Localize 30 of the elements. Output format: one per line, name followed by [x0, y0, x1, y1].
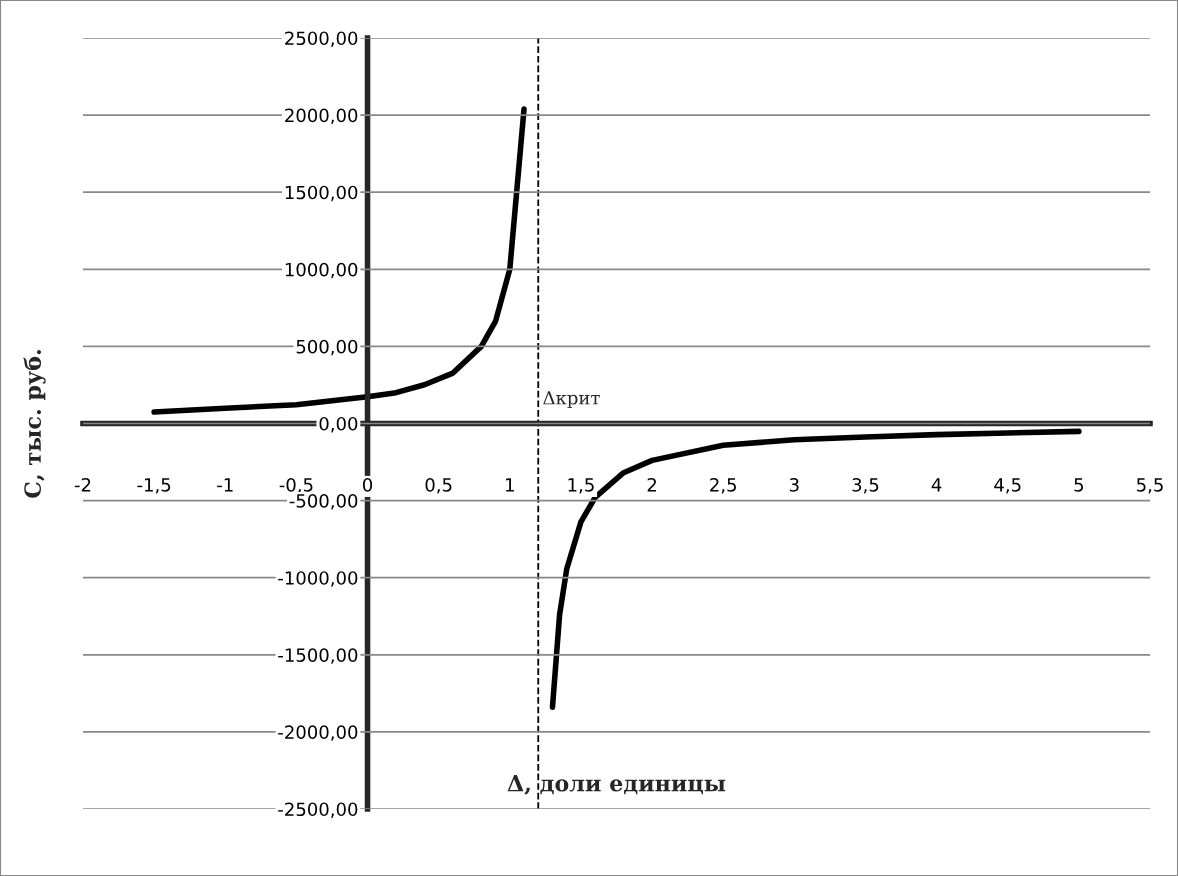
x-tick-label: 4,5 — [994, 478, 1021, 494]
x-tick-label: -0,5 — [279, 477, 313, 494]
x-tick-label: 3,5 — [852, 477, 879, 494]
y-tick-label: 1000,00 — [285, 262, 358, 279]
y-tick-label: 0,00 — [319, 416, 358, 433]
x-tick-label: 0 — [362, 477, 373, 492]
x-tick-label: -1 — [217, 478, 233, 492]
x-tick-label: -1,5 — [137, 478, 171, 494]
x-tick-label: 1 — [506, 478, 514, 492]
x-axis-title: Δ, доли единицы — [507, 774, 726, 795]
y-tick-label: -2000,00 — [278, 725, 358, 741]
x-tick-label: 1,5 — [568, 478, 594, 494]
x-tick-label: 5,5 — [1137, 478, 1163, 494]
x-tick-label: 2 — [647, 477, 656, 492]
x-tick-label: 3 — [789, 477, 799, 492]
y-tick-label: -1500,00 — [278, 648, 358, 664]
y-tick-label: -500,00 — [289, 494, 358, 510]
x-tick-label: 4 — [931, 478, 942, 492]
y-tick-label: 1500,00 — [285, 185, 358, 202]
x-tick-label: 2,5 — [710, 477, 736, 494]
x-tick-label: 0,5 — [425, 477, 452, 494]
y-tick-label: 2500,00 — [285, 31, 358, 47]
y-tick-label: 2000,00 — [285, 108, 358, 125]
y-tick-label: 500,00 — [296, 339, 358, 356]
ref-line-label: Δкрит — [543, 391, 600, 409]
y-axis-title: С, тыс. руб. — [23, 350, 46, 498]
y-tick-label: -2500,00 — [278, 802, 358, 818]
y-tick-label: -1000,00 — [278, 571, 358, 587]
x-tick-label: 5 — [1074, 478, 1084, 492]
x-tick-label: -2 — [74, 477, 91, 492]
